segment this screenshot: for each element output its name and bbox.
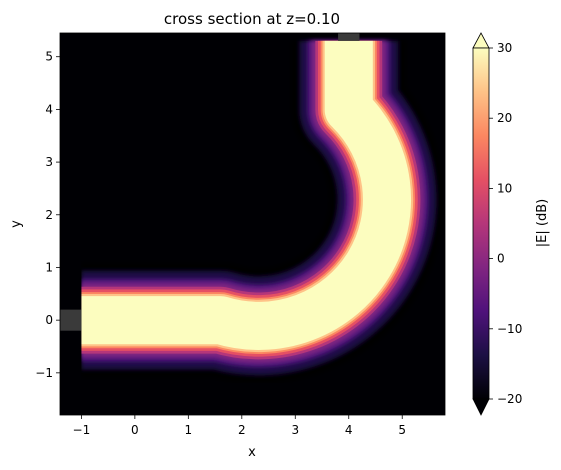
x-tick-label: −1 [73, 423, 91, 437]
colorbar-tick-label: 30 [497, 41, 512, 55]
colorbar-tick-label: −20 [497, 392, 522, 406]
colorbar-ticks: −20 −10 0 10 20 30 [489, 41, 522, 406]
x-tick-label: 4 [345, 423, 353, 437]
y-tick-label: −1 [35, 366, 53, 380]
y-tick-label: 0 [45, 313, 53, 327]
colorbar-tick-label: 0 [497, 252, 505, 266]
x-tick-label: 1 [185, 423, 193, 437]
field-mask-left [60, 33, 82, 415]
x-tick-label: 5 [398, 423, 406, 437]
y-tick-label: 4 [45, 102, 53, 116]
x-axis-label: x [248, 445, 256, 460]
plot-area [59, 32, 446, 416]
colorbar-extend-max [472, 32, 490, 49]
colorbar-label: |E| (dB) [535, 199, 550, 247]
colorbar-tick-label: 10 [497, 181, 512, 195]
y-axis-label: y [9, 220, 24, 228]
plot-frame [59, 32, 446, 416]
x-tick-label: 2 [238, 423, 246, 437]
colorbar-tick-label: 20 [497, 111, 512, 125]
y-axis: −1 0 1 2 3 4 5 [35, 50, 60, 380]
y-tick-label: 3 [45, 155, 53, 169]
colorbar-bar [473, 48, 489, 399]
x-tick-label: 0 [131, 423, 139, 437]
field-band [81, 40, 412, 350]
colorbar-tick-label: −10 [497, 322, 522, 336]
y-tick-label: 5 [45, 50, 53, 64]
chart-title: cross section at z=0.10 [164, 10, 340, 28]
x-tick-label: 3 [291, 423, 299, 437]
x-axis: −1 0 1 2 3 4 5 [73, 415, 406, 437]
y-tick-label: 1 [45, 260, 53, 274]
colorbar-extend-min [472, 398, 490, 416]
output-port-marker [338, 33, 360, 41]
colorbar: −20 −10 0 10 20 30 |E| (dB) [472, 32, 550, 416]
colorbar-frame [472, 47, 490, 400]
field-heatmap [60, 33, 445, 415]
input-port-marker [60, 309, 82, 331]
y-tick-label: 2 [45, 208, 53, 222]
